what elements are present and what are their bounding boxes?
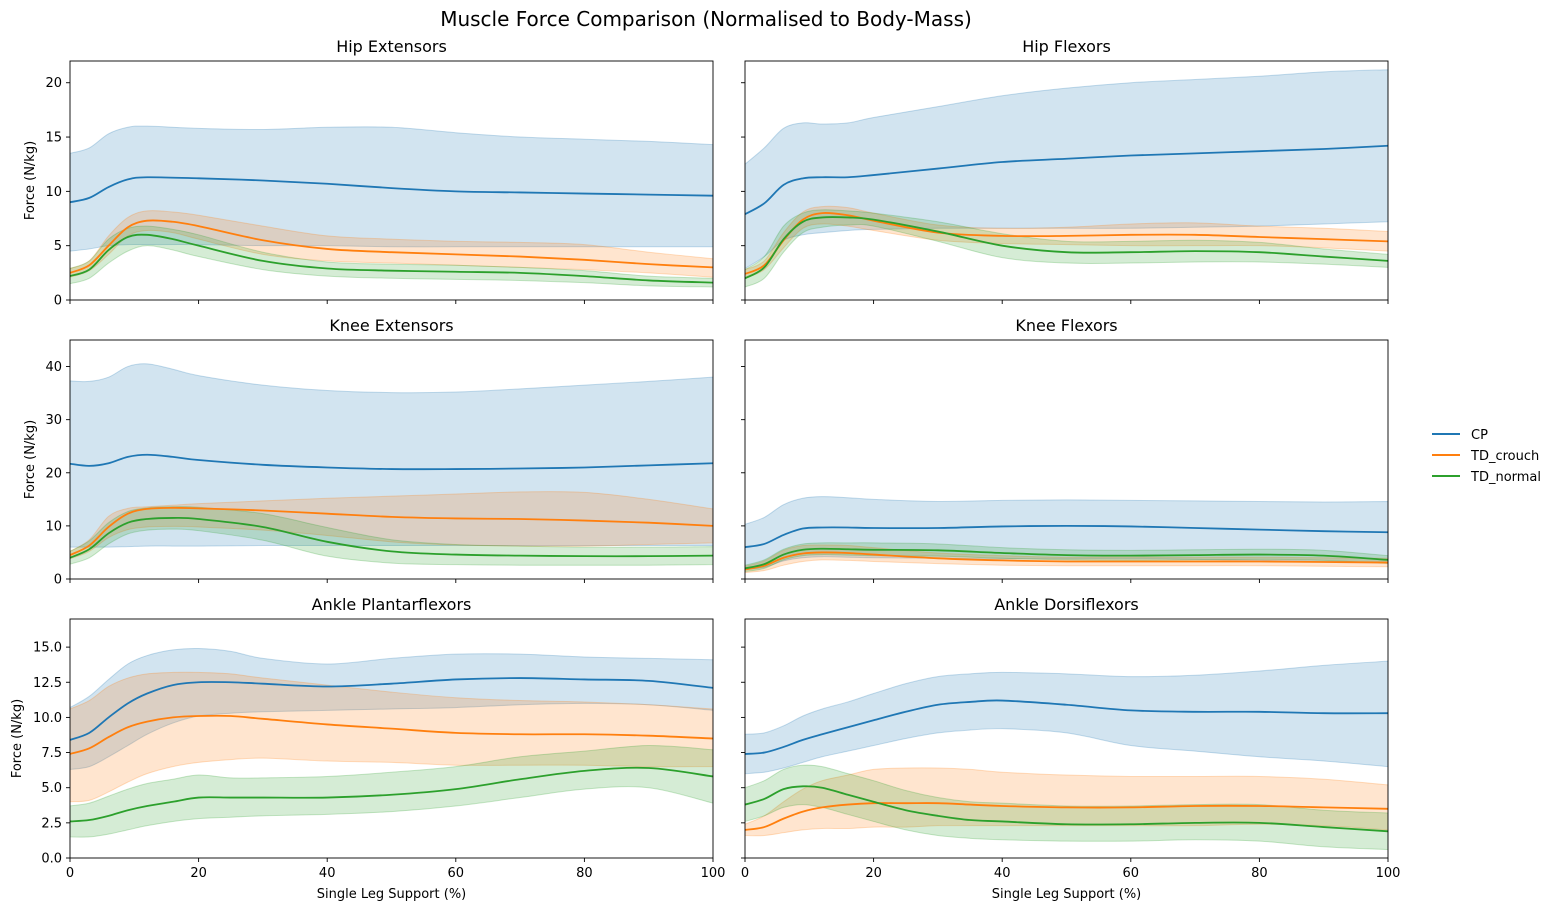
x-tick-label: 80 [576,866,593,881]
band-td-crouch [70,210,713,278]
legend-entry-cp: CP [1432,428,1488,443]
x-tick-label: 60 [448,866,465,881]
y-tick-label: 5.0 [41,781,62,796]
y-tick-label: 20 [45,466,62,481]
x-tick-label: 100 [1376,866,1401,881]
panel-title: Knee Flexors [1015,316,1117,335]
band-td-crouch [70,671,713,803]
x-tick-label: 80 [1251,866,1268,881]
line-cp [745,524,1388,549]
y-axis-label: Force (N/kg) [23,141,38,220]
band-cp [745,660,1388,775]
y-tick-label: 0 [54,573,62,588]
plot-area [70,125,713,288]
panel-title: Knee Extensors [329,316,453,335]
panel-knee-extensors: Knee Extensors Force (N/kg) 0 10 20 30 40 [23,316,714,588]
x-tick-label: 100 [701,866,726,881]
band-td-normal [70,506,713,566]
y-tick-label: 15.0 [33,641,62,656]
plot-area [745,69,1388,288]
line-td-crouch [745,802,1388,831]
x-tick-label: 40 [319,866,336,881]
panel-title: Hip Extensors [336,37,447,56]
plot-area [745,660,1388,851]
line-cp [745,699,1388,755]
band-td-crouch [745,767,1388,837]
band-td-crouch [70,491,713,560]
line-cp [70,176,713,204]
x-tick-label: 20 [865,866,882,881]
y-tick-label: 10.0 [33,711,62,726]
panel-title: Hip Flexors [1022,37,1111,56]
axes-frame [744,618,1389,859]
line-td-normal [745,216,1388,280]
y-tick-label: 10 [45,185,62,200]
y-tick-label: 30 [45,413,62,428]
legend-entry-td-normal: TD_normal [1432,470,1541,485]
plot-area [70,363,713,566]
band-td-crouch [745,544,1388,574]
band-cp [745,496,1388,570]
panel-hip-extensors: Hip Extensors Force (N/kg) 0 5 10 15 20 [23,37,714,309]
legend-label-td-crouch: TD_crouch [1470,449,1539,464]
panel-title: Ankle Dorsiflexors [994,595,1139,614]
legend: CP TD_crouch TD_normal [1432,428,1541,485]
x-tick-label: 40 [994,866,1011,881]
plot-area [745,496,1388,574]
band-cp [745,69,1388,270]
line-td-normal [745,785,1388,833]
band-td-normal [70,225,713,288]
figure-title: Muscle Force Comparison (Normalised to B… [440,7,972,31]
panel-knee-flexors: Knee Flexors [741,316,1389,583]
x-tick-label: 20 [190,866,207,881]
band-td-crouch [745,205,1388,279]
y-tick-label: 40 [45,360,62,375]
y-tick-label: 20 [45,76,62,91]
axes-frame [69,60,714,301]
y-tick-label: 0.0 [41,852,62,867]
line-td-crouch [70,219,713,274]
y-axis-label: Force (N/kg) [23,420,38,499]
axes-frame [744,339,1389,580]
line-cp [745,144,1388,215]
panel-hip-flexors: Hip Flexors [741,37,1389,304]
band-cp [70,363,713,548]
line-cp [70,677,713,741]
axes-frame [744,60,1389,301]
legend-label-td-normal: TD_normal [1470,470,1541,485]
line-td-crouch [70,714,713,755]
line-td-crouch [70,506,713,556]
y-tick-label: 12.5 [33,676,62,691]
x-tick-label: 0 [66,866,74,881]
x-axis-label: Single Leg Support (%) [992,887,1142,902]
y-tick-label: 5 [54,239,62,254]
line-td-normal [70,766,713,823]
x-tick-label: 0 [741,866,749,881]
band-td-normal [745,209,1388,288]
panel-title: Ankle Plantarflexors [312,595,472,614]
x-tick-label: 60 [1123,866,1140,881]
y-tick-label: 0 [54,294,62,309]
plot-area [70,647,713,838]
y-tick-label: 10 [45,519,62,534]
line-cp [70,453,713,471]
line-td-normal [745,547,1388,570]
line-td-normal [70,516,713,559]
y-tick-label: 2.5 [41,816,62,831]
legend-label-cp: CP [1471,428,1488,443]
panel-ankle-dorsiflexors: Ankle Dorsiflexors Single Leg Support (%… [741,595,1401,902]
panel-ankle-plantarflexors: Ankle Plantarflexors Force (N/kg) Single… [10,595,725,902]
band-td-normal [70,745,713,838]
legend-entry-td-crouch: TD_crouch [1432,449,1539,464]
axes-frame [69,339,714,580]
y-tick-label: 15 [45,131,62,146]
line-td-normal [70,233,713,284]
y-axis-label: Force (N/kg) [10,699,25,778]
line-td-crouch [745,551,1388,571]
x-axis-label: Single Leg Support (%) [317,887,467,902]
y-tick-label: 7.5 [41,746,62,761]
axes-frame [69,618,714,859]
